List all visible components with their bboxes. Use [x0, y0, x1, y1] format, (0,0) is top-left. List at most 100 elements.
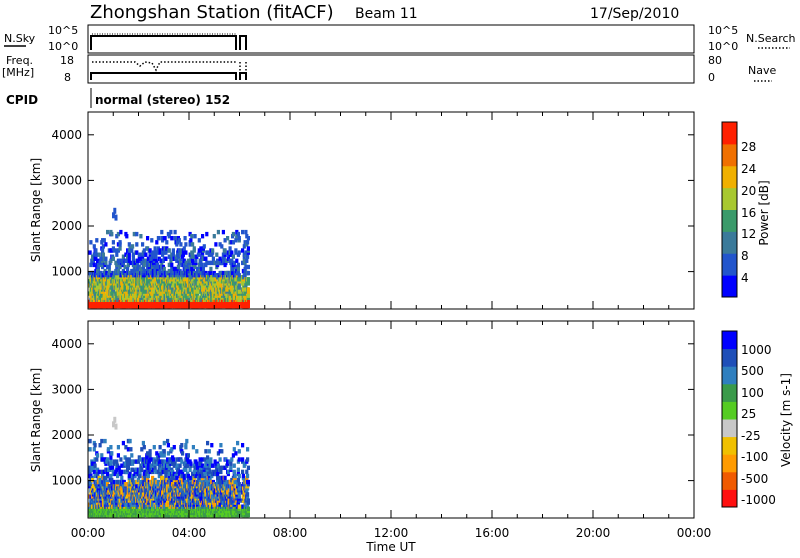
- echo-cell: [89, 447, 92, 451]
- echo-cell: [104, 261, 107, 265]
- echo-cell: [193, 246, 196, 250]
- echo-cell: [190, 234, 193, 238]
- echo-cell: [98, 253, 101, 257]
- echo-cell: [95, 238, 98, 242]
- echo-cell: [195, 449, 198, 453]
- echo-cell: [143, 445, 146, 449]
- echo-cell: [95, 457, 98, 461]
- echo-cell: [117, 453, 120, 457]
- power-cb-tick-20: 20: [741, 184, 756, 198]
- nsky-tick-top: 10^5: [48, 24, 78, 37]
- echo-cell: [163, 453, 166, 457]
- echo-cell: [184, 250, 187, 254]
- echo-cell: [232, 255, 235, 259]
- echo-cell: [157, 236, 160, 240]
- echo-cell: [163, 267, 166, 271]
- echo-cell: [183, 246, 186, 250]
- colorbar-swatch: [722, 188, 737, 210]
- echo-cell: [205, 232, 208, 236]
- echo-cell: [185, 439, 188, 443]
- echo-cell: [241, 230, 244, 234]
- echo-cell: [135, 232, 138, 236]
- nave-trace: [92, 62, 246, 80]
- echo-cell: [140, 468, 143, 472]
- nsearch-tick-bottom: 10^0: [708, 40, 738, 53]
- echo-cell: [168, 248, 171, 252]
- echo-cell: [247, 265, 250, 269]
- echo-cell: [166, 439, 169, 443]
- cpid-label: CPID: [6, 93, 38, 107]
- echo-cell: [104, 257, 107, 261]
- echo-cell: [112, 240, 115, 244]
- echo-cell: [237, 263, 240, 267]
- echo-cell: [89, 439, 92, 443]
- echo-cell: [161, 476, 164, 480]
- echo-cell: [209, 457, 212, 461]
- echo-cell: [210, 443, 213, 447]
- colorbar-swatch: [722, 275, 737, 297]
- y-tick-label: 2000: [51, 219, 82, 233]
- echo-cell: [93, 447, 96, 451]
- echo-cell: [144, 253, 147, 257]
- echo-cell: [139, 474, 142, 478]
- echo-cell: [104, 242, 107, 246]
- echo-cell: [226, 236, 229, 240]
- echo-cell: [194, 234, 197, 238]
- echo-cell: [128, 242, 131, 246]
- echo-cell: [169, 230, 172, 234]
- echo-cell: [211, 464, 214, 468]
- echo-cell: [247, 277, 250, 281]
- colorbar-swatch: [722, 122, 737, 144]
- colorbar-swatch: [722, 166, 737, 188]
- echo-cell: [160, 230, 163, 234]
- echo-cell: [203, 244, 206, 248]
- echo-cell: [238, 283, 241, 287]
- cpid-value: normal (stereo) 152: [95, 93, 230, 107]
- nave-tick-bottom: 0: [708, 71, 715, 84]
- freq-trace: [91, 73, 246, 80]
- echo-cell: [165, 240, 168, 244]
- echo-cell: [204, 257, 207, 261]
- echo-cell: [238, 250, 241, 254]
- echo-cell: [119, 246, 122, 250]
- echo-cell: [163, 441, 166, 445]
- echo-cell: [247, 271, 250, 275]
- power-colorbar-label: Power [dB]: [757, 180, 771, 245]
- colorbar-swatch: [722, 231, 737, 253]
- echo-cell: [202, 267, 205, 271]
- echo-cell: [110, 451, 113, 455]
- echo-cell: [101, 248, 104, 252]
- power-colorbar: 28 24 20 16 12 8 4 Power [dB]: [722, 122, 771, 298]
- echo-cell: [108, 265, 111, 269]
- power-cb-tick-16: 16: [741, 206, 756, 220]
- echo-cell: [164, 236, 167, 240]
- echo-cell: [212, 257, 215, 261]
- echo-cell: [149, 248, 152, 252]
- echo-cell: [94, 464, 97, 468]
- echo-cell: [141, 242, 144, 246]
- echo-cell: [89, 250, 92, 254]
- echo-cell: [131, 244, 134, 248]
- echo-cell: [181, 451, 184, 455]
- echo-cell: [175, 476, 178, 480]
- nsearch-tick-top: 10^5: [708, 24, 738, 37]
- echo-cell: [191, 242, 194, 246]
- power-cb-tick-4: 4: [741, 271, 749, 285]
- echo-cell: [115, 215, 118, 221]
- echo-cell: [120, 476, 123, 480]
- echo-cell: [186, 464, 189, 468]
- echo-cell: [154, 255, 157, 259]
- echo-cell: [117, 445, 120, 449]
- echo-cell: [126, 267, 129, 271]
- echo-cell: [96, 453, 99, 457]
- echo-cell: [100, 439, 103, 443]
- nave-tick-top: 80: [708, 54, 722, 67]
- echo-cell: [192, 445, 195, 449]
- echo-cell: [113, 208, 116, 214]
- nsearch-label: N.Search: [746, 32, 796, 45]
- nsky-trace: [91, 36, 246, 50]
- echo-cell: [235, 259, 238, 263]
